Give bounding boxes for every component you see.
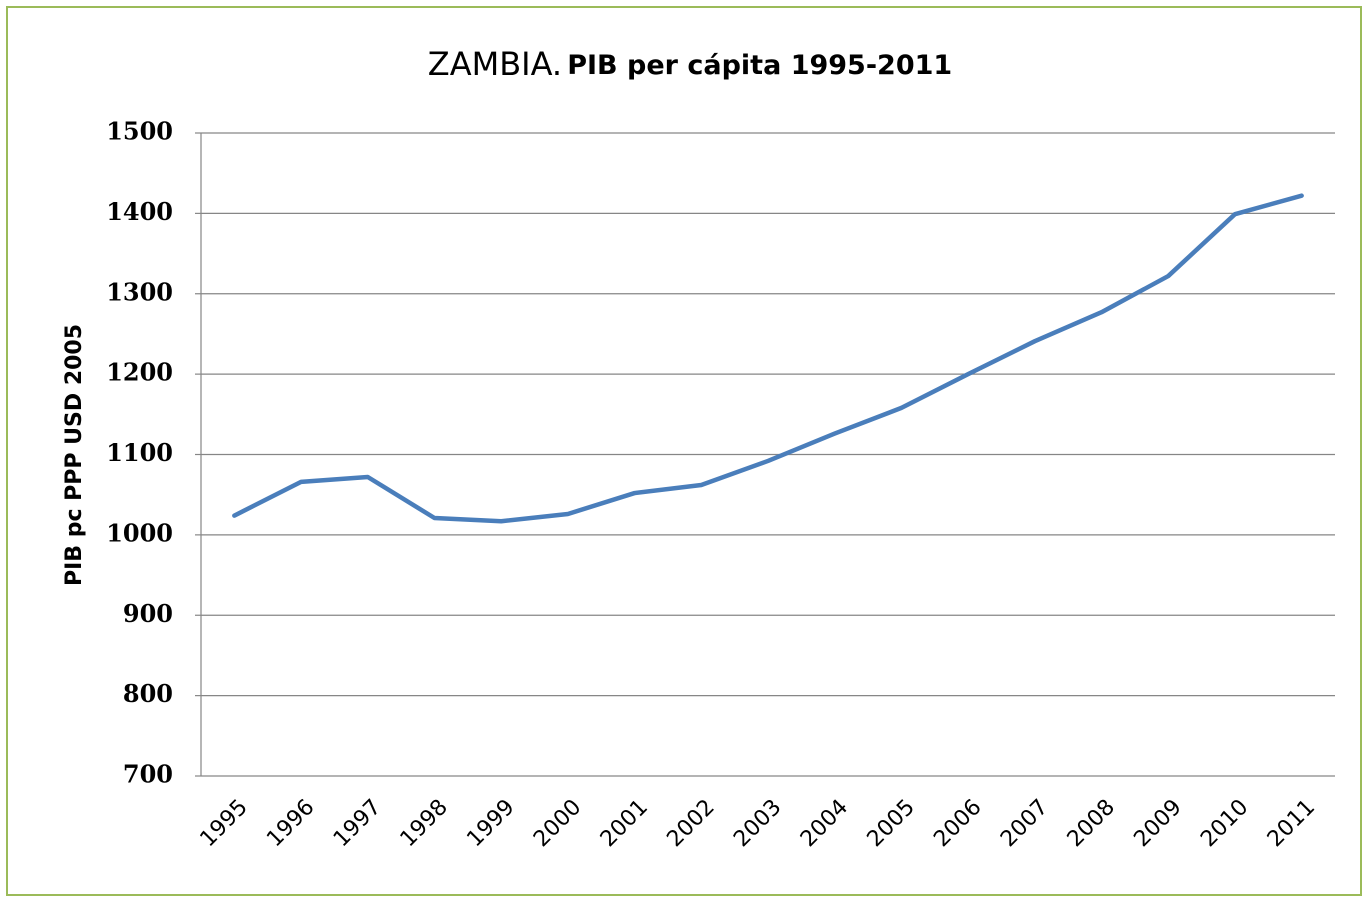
- series-line: [232, 193, 1304, 524]
- y-tick-label: 1000: [106, 518, 173, 547]
- y-tick-label: 1200: [106, 358, 173, 387]
- y-axis-label: PIB pc PPP USD 2005: [62, 324, 87, 586]
- y-tick-label: 700: [123, 760, 173, 789]
- y-tick-label: 1300: [106, 277, 173, 306]
- y-tick-label: 1400: [106, 197, 173, 226]
- y-tick-label: 1500: [106, 117, 173, 146]
- chart-subtitle: PIB per cápita 1995-2011: [567, 50, 952, 81]
- chart-title: ZAMBIA.: [428, 45, 562, 83]
- y-tick-label: 900: [123, 599, 173, 628]
- y-tick-label: 800: [123, 679, 173, 708]
- chart-frame: [6, 6, 1362, 896]
- y-tick-label: 1100: [106, 438, 173, 467]
- chart-title-group: ZAMBIA. PIB per cápita 1995-2011: [428, 45, 952, 83]
